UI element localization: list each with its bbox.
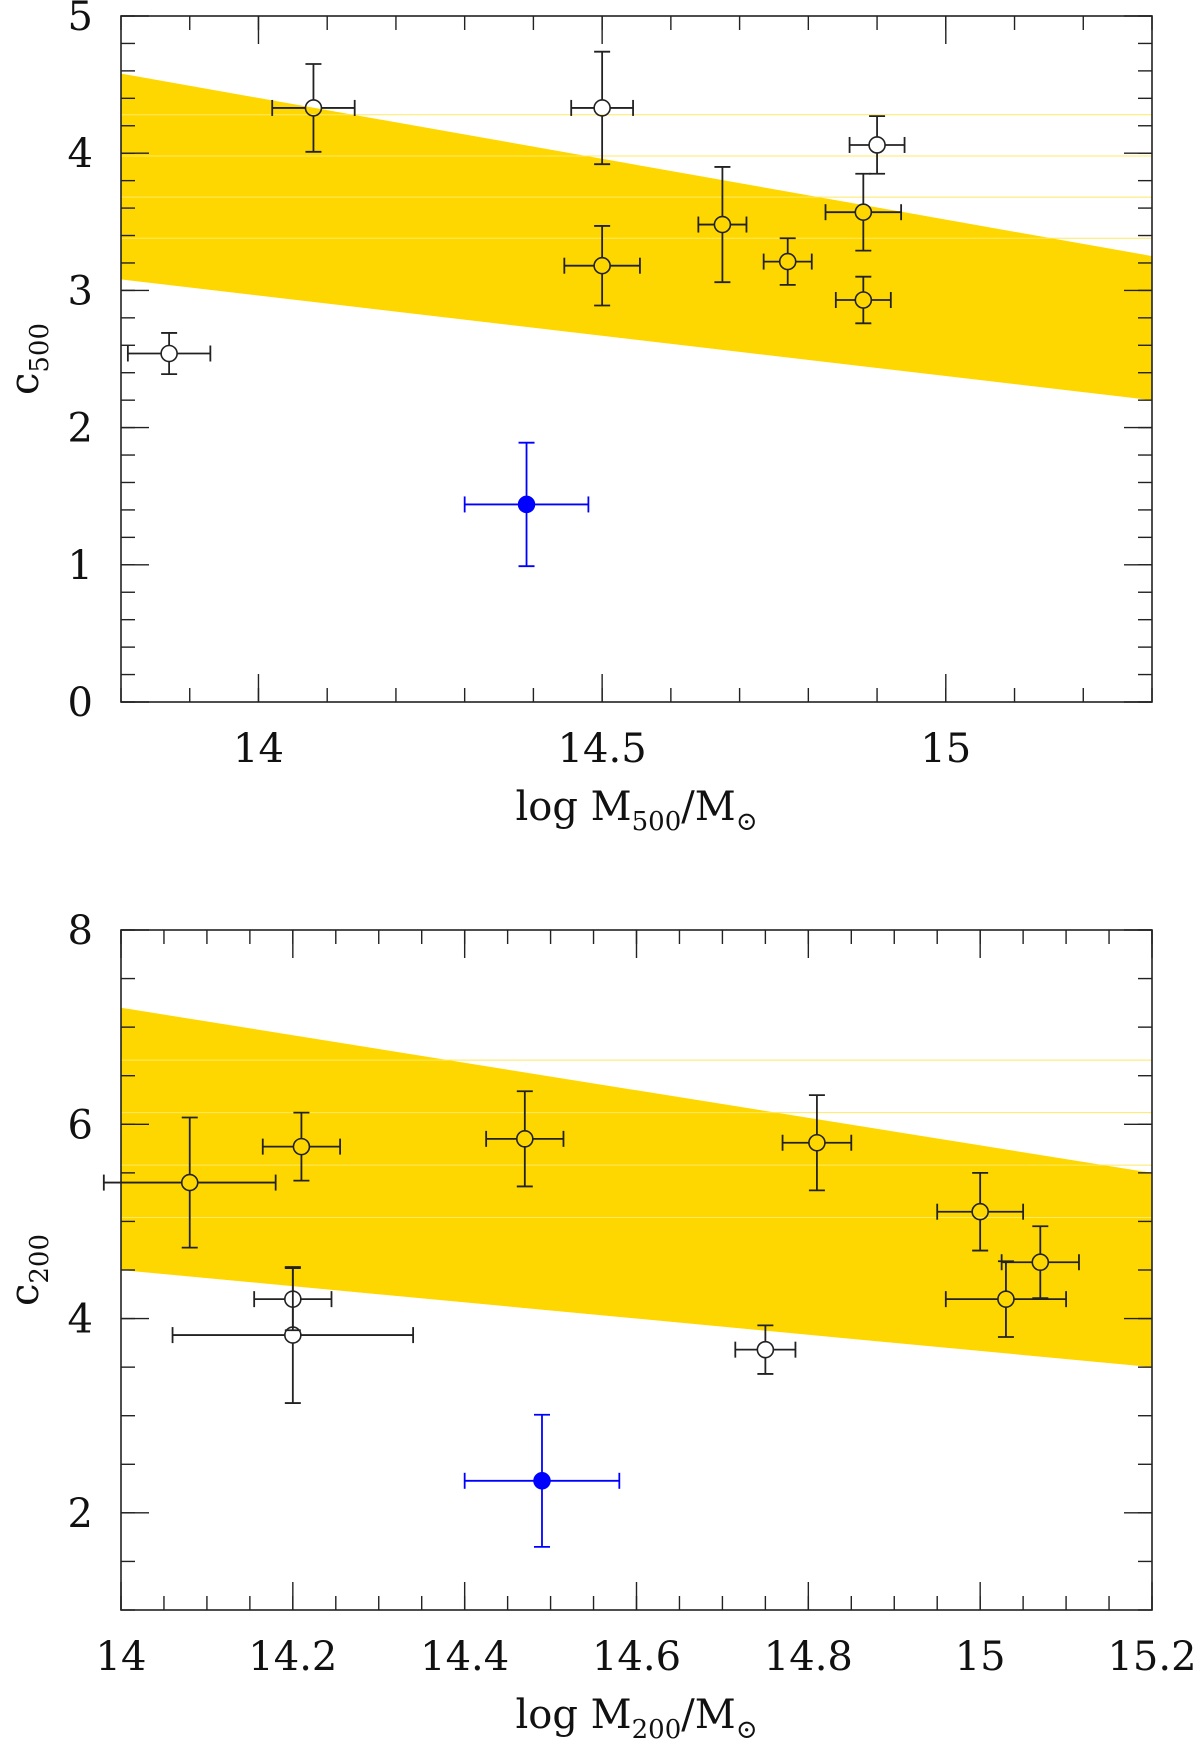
x-axis-title: log M500/M⊙: [515, 784, 757, 837]
open-marker: [292, 1137, 311, 1156]
series-clusters: [102, 1090, 1080, 1404]
x-axis-title-main: log M: [515, 784, 631, 830]
data-point: [463, 1413, 621, 1548]
band-stripes: [121, 114, 1152, 239]
open-marker: [180, 1173, 199, 1192]
x-tick-label: 15: [955, 1634, 1006, 1680]
open-marker: [854, 291, 873, 309]
open-marker: [808, 1133, 826, 1152]
x-tick-label: 15: [920, 726, 971, 772]
series-highlighted-cluster: [463, 441, 590, 568]
filled-marker: [517, 495, 536, 514]
x-axis-title-solar-symbol: ⊙: [736, 807, 758, 837]
y-tick-label: 3: [68, 268, 93, 314]
data-point: [762, 237, 813, 286]
y-tick-label: 0: [68, 680, 93, 726]
y-axis-title-main: c: [2, 1284, 48, 1306]
data-point: [936, 1171, 1025, 1252]
prediction-band: [121, 1007, 1152, 1368]
data-point: [824, 172, 903, 252]
y-tick-label: 6: [68, 1102, 93, 1148]
open-marker: [284, 1326, 302, 1344]
data-point: [126, 332, 212, 375]
x-axis-title-main: log M: [515, 1692, 631, 1738]
data-point: [171, 1266, 415, 1404]
y-axis-title: c500: [2, 323, 55, 395]
y-axis-title: c200: [2, 1234, 55, 1306]
open-marker: [593, 256, 611, 275]
open-marker: [756, 1340, 775, 1359]
y-tick-label: 2: [68, 406, 93, 452]
filled-marker: [533, 1472, 551, 1490]
open-marker: [778, 252, 797, 271]
y-axis-title-subscript: 500: [25, 323, 55, 373]
data-point: [271, 63, 356, 153]
x-tick-label: 14.2: [248, 1634, 337, 1680]
x-tick-label: 14: [233, 726, 284, 772]
data-point: [1000, 1225, 1080, 1300]
data-point: [944, 1260, 1067, 1338]
data-point: [485, 1090, 565, 1188]
x-tick-label: 15.2: [1107, 1634, 1196, 1680]
data-point: [261, 1111, 341, 1182]
open-marker: [1031, 1253, 1050, 1272]
y-tick-label: 2: [68, 1491, 93, 1537]
y-tick-label: 4: [68, 1297, 93, 1343]
data-point: [848, 115, 906, 175]
prediction-band: [121, 73, 1152, 401]
y-tick-label: 5: [68, 0, 93, 40]
open-marker: [997, 1290, 1015, 1308]
band-stripes: [121, 1059, 1152, 1219]
x-axis-title-solar-symbol: ⊙: [736, 1715, 758, 1745]
series-clusters: [126, 50, 906, 375]
data-point: [563, 225, 641, 307]
y-tick-label: 4: [68, 131, 93, 177]
plot-frame: [120, 15, 1153, 703]
x-tick-label: 14.4: [420, 1634, 509, 1680]
x-axis-title-ratio: /M: [681, 1692, 735, 1738]
series-highlighted-cluster: [463, 1413, 621, 1548]
x-tick-label: 14.5: [558, 726, 647, 772]
data-point: [781, 1094, 853, 1192]
x-axis-title-subscript: 200: [632, 1715, 682, 1745]
open-marker: [160, 344, 178, 363]
y-tick-label: 1: [68, 543, 93, 589]
x-axis-title-ratio: /M: [681, 784, 735, 830]
x-tick-label: 14.8: [764, 1634, 853, 1680]
data-point: [697, 166, 748, 284]
y-axis-title-main: c: [2, 373, 48, 395]
data-point: [102, 1116, 277, 1249]
y-axis-title-subscript: 200: [25, 1234, 55, 1284]
data-point: [734, 1324, 797, 1375]
x-tick-label: 14: [96, 1634, 147, 1680]
x-axis-title-subscript: 500: [632, 807, 682, 837]
data-point: [570, 50, 634, 166]
data-point: [834, 275, 892, 325]
x-axis-title: log M200/M⊙: [515, 1692, 757, 1745]
open-marker: [854, 203, 873, 221]
open-marker: [868, 136, 886, 154]
open-marker: [516, 1130, 534, 1148]
open-marker: [713, 215, 732, 234]
open-marker: [593, 99, 611, 117]
open-marker: [304, 99, 323, 117]
y-tick-label: 8: [68, 908, 93, 954]
x-tick-label: 14.6: [592, 1634, 681, 1680]
open-marker: [971, 1202, 989, 1221]
data-point: [463, 441, 590, 568]
